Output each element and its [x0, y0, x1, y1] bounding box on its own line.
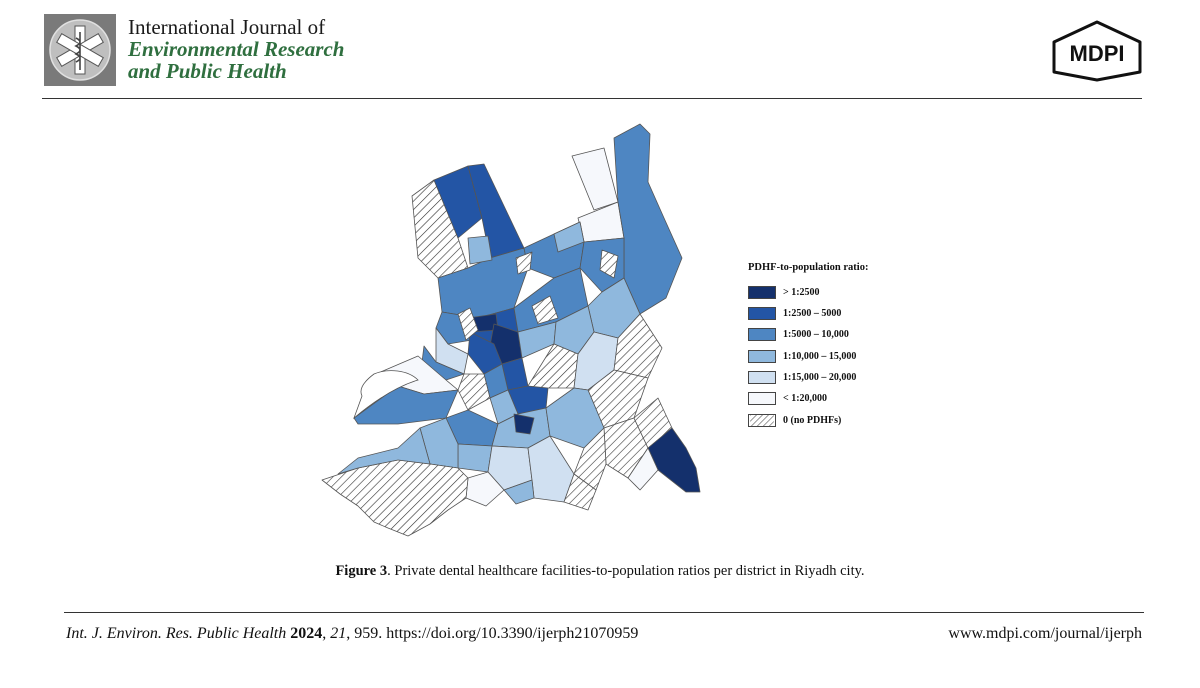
header-divider — [42, 98, 1142, 99]
legend-label: 1:2500 – 5000 — [783, 307, 842, 319]
figure-caption-text: . Private dental healthcare facilities-t… — [387, 563, 865, 579]
figure-number: Figure 3 — [335, 563, 388, 579]
district — [503, 479, 535, 505]
citation: Int. J. Environ. Res. Public Health 2024… — [66, 625, 639, 642]
legend-swatch — [748, 371, 776, 385]
district — [613, 123, 683, 315]
publisher-logo-text: MDPI — [1070, 41, 1125, 66]
district — [571, 147, 619, 211]
district — [457, 373, 491, 411]
journal-abbreviation: Int. J. Environ. Res. Public Health — [66, 625, 287, 642]
legend-label: > 1:2500 — [783, 286, 820, 298]
district-choropleth-map — [321, 123, 701, 537]
map-legend: PDHF-to-population ratio: > 1:2500 1:250… — [748, 262, 908, 435]
journal-title: International Journal of Environmental R… — [128, 16, 344, 82]
legend-swatch — [748, 285, 776, 299]
legend-title: PDHF-to-population ratio: — [748, 262, 869, 273]
publisher-logo: MDPI — [1052, 20, 1142, 82]
doi-link[interactable]: , 959. https://doi.org/10.3390/ijerph210… — [346, 625, 639, 642]
district — [613, 313, 663, 379]
district — [353, 385, 459, 425]
district — [457, 307, 479, 341]
legend-label: 0 (no PDHFs) — [783, 414, 842, 426]
journal-title-line1: International Journal of — [128, 15, 326, 39]
legend-item: 1:10,000 – 15,000 — [748, 349, 908, 363]
legend-item: < 1:20,000 — [748, 392, 908, 406]
district — [599, 249, 619, 279]
journal-title-line2: Environmental Research — [128, 37, 345, 61]
legend-swatch — [748, 349, 776, 363]
legend-label: < 1:20,000 — [783, 393, 828, 405]
district — [627, 447, 659, 491]
legend-label: 1:5000 – 10,000 — [783, 329, 849, 341]
figure-caption: Figure 3. Private dental healthcare faci… — [0, 563, 1200, 580]
legend-item: 1:2500 – 5000 — [748, 306, 908, 320]
district — [457, 443, 493, 473]
district — [515, 251, 533, 275]
district — [337, 427, 431, 475]
district — [513, 413, 535, 435]
publication-year: 2024 — [290, 625, 323, 642]
legend-item: > 1:2500 — [748, 285, 908, 299]
legend-label: 1:10,000 – 15,000 — [783, 350, 857, 362]
legend-item: 0 (no PDHFs) — [748, 413, 908, 427]
legend-label: 1:15,000 – 20,000 — [783, 372, 857, 384]
journal-website-link[interactable]: www.mdpi.com/journal/ijerph — [948, 625, 1142, 642]
district — [647, 427, 701, 493]
legend-swatch-hatched — [748, 413, 776, 427]
footer-divider — [64, 612, 1144, 613]
journal-title-line3: and Public Health — [128, 59, 287, 83]
district — [563, 473, 597, 511]
legend-item: 1:15,000 – 20,000 — [748, 371, 908, 385]
district — [531, 295, 559, 325]
journal-logo — [44, 14, 116, 86]
legend-swatch — [748, 392, 776, 406]
legend-item: 1:5000 – 10,000 — [748, 328, 908, 342]
district — [573, 427, 607, 491]
legend-swatch — [748, 328, 776, 342]
legend-swatch — [748, 306, 776, 320]
district — [527, 435, 575, 503]
district — [467, 235, 493, 265]
district — [435, 327, 469, 375]
volume-number: 21 — [330, 625, 347, 642]
